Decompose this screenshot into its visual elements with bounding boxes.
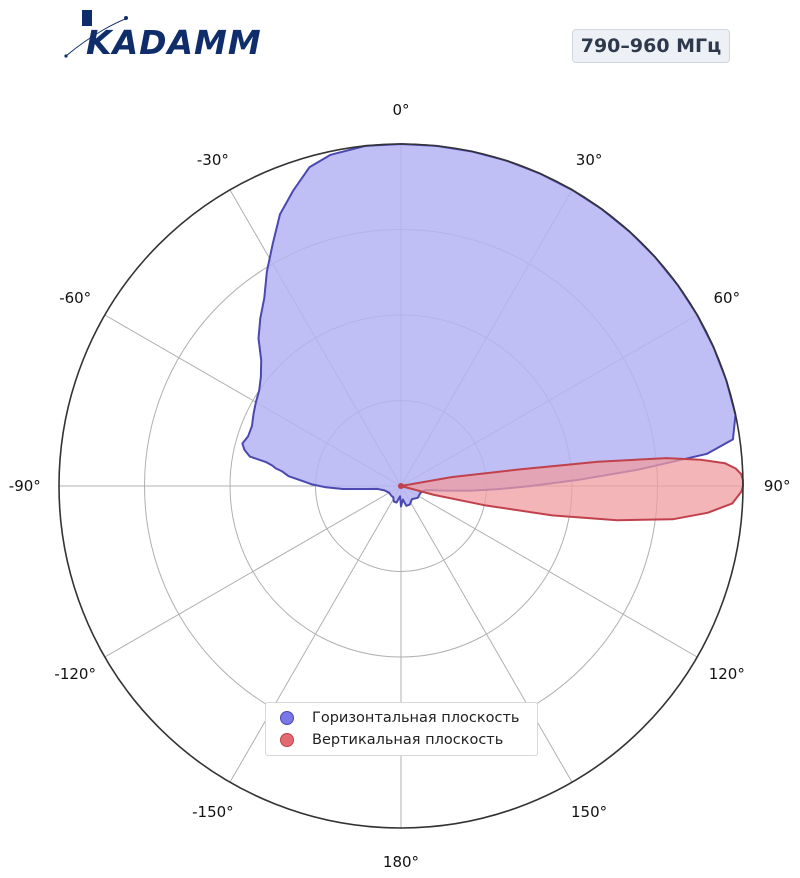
angle-tick-label: 30° xyxy=(576,151,603,169)
angle-tick-label: 180° xyxy=(383,853,419,871)
grid-spoke-8 xyxy=(104,485,402,658)
angle-tick-label: -30° xyxy=(197,151,229,169)
legend-marker-vertical xyxy=(280,733,294,747)
legend-marker-horizontal xyxy=(280,711,294,725)
angle-tick-label: 90° xyxy=(764,477,791,495)
chart-legend: Горизонтальная плоскость Вертикальная пл… xyxy=(265,702,538,756)
frequency-band-badge: 790–960 МГц xyxy=(572,29,730,63)
legend-item-vertical: Вертикальная плоскость xyxy=(280,729,503,751)
kadamm-logo: KADAMM xyxy=(62,4,272,64)
angle-tick-label: 150° xyxy=(571,803,607,821)
angle-tick-label: 120° xyxy=(709,665,745,683)
grid-spoke-4 xyxy=(400,485,698,658)
legend-item-horizontal: Горизонтальная плоскость xyxy=(280,707,519,729)
polar-frame xyxy=(58,143,744,829)
grid-spoke-7 xyxy=(229,485,402,783)
series-area-0 xyxy=(241,143,737,508)
angle-tick-labels: 0° 30° 60° 90° 120° 150° 180° -150° -120° -90° -60… xyxy=(9,101,791,871)
series-area-1 xyxy=(400,457,744,522)
legend-label-vertical: Вертикальная плоскость xyxy=(312,732,504,748)
logo-text: KADAMM xyxy=(86,23,262,62)
angle-tick-label: 0° xyxy=(392,101,409,119)
angle-tick-label: -120° xyxy=(54,665,96,683)
angle-tick-label: -60° xyxy=(59,289,91,307)
pole-marker xyxy=(398,483,404,489)
angle-tick-label: 60° xyxy=(714,289,741,307)
angle-tick-label: -90° xyxy=(9,477,41,495)
series-layer xyxy=(241,143,744,522)
logo-mark-icon xyxy=(64,10,129,58)
angle-tick-label: -150° xyxy=(192,803,234,821)
legend-label-horizontal: Горизонтальная плоскость xyxy=(312,710,520,726)
grid-spoke-5 xyxy=(400,485,573,783)
